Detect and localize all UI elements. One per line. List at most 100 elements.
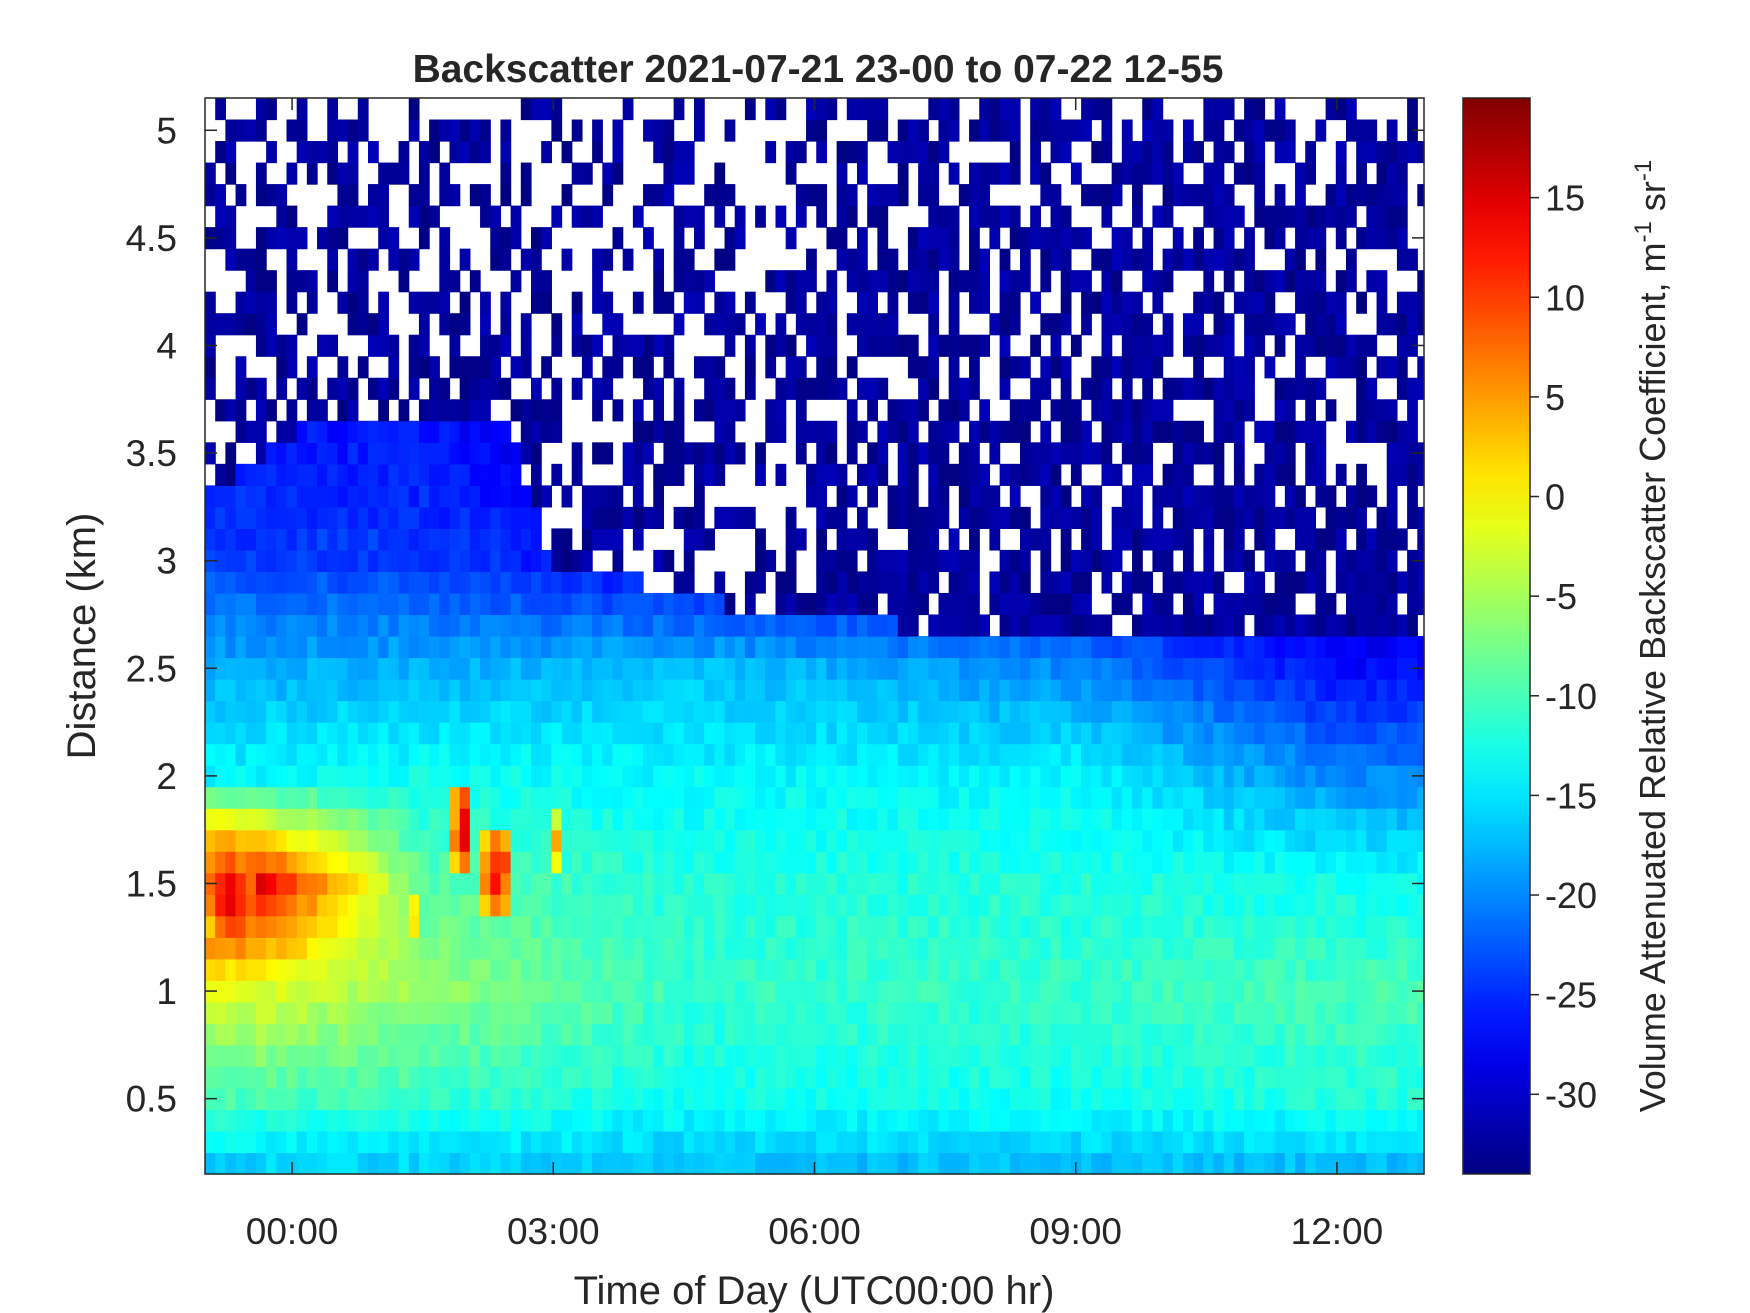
heatmap-cell bbox=[856, 786, 868, 809]
heatmap-cell bbox=[408, 549, 420, 573]
heatmap-cell bbox=[469, 528, 481, 551]
heatmap-cell bbox=[378, 485, 389, 508]
heatmap-cell bbox=[755, 1023, 766, 1046]
heatmap-cell bbox=[449, 1001, 461, 1024]
heatmap-cell bbox=[1386, 506, 1398, 529]
heatmap-cell bbox=[918, 506, 929, 529]
heatmap-cell bbox=[897, 722, 909, 745]
heatmap-cell bbox=[795, 1130, 807, 1154]
heatmap-cell bbox=[347, 636, 359, 659]
heatmap-cell bbox=[1142, 872, 1154, 895]
heatmap-cell bbox=[368, 1066, 379, 1089]
heatmap-cell bbox=[1274, 636, 1286, 659]
heatmap-cell bbox=[704, 657, 715, 680]
heatmap-cell bbox=[235, 1066, 247, 1089]
heatmap-cell bbox=[907, 1109, 919, 1132]
heatmap-cell bbox=[1386, 1109, 1398, 1132]
heatmap-cell bbox=[429, 894, 440, 917]
heatmap-cell bbox=[1203, 958, 1215, 981]
heatmap-cell bbox=[969, 528, 980, 551]
heatmap-cell bbox=[347, 657, 359, 680]
heatmap-cell bbox=[490, 937, 502, 960]
heatmap-cell bbox=[439, 184, 451, 207]
heatmap-cell bbox=[1345, 958, 1357, 981]
heatmap-cell bbox=[867, 958, 878, 981]
heatmap-cell bbox=[1386, 915, 1398, 938]
heatmap-cell bbox=[653, 829, 665, 852]
heatmap-cell bbox=[877, 808, 889, 831]
heatmap-cell bbox=[714, 1066, 726, 1089]
heatmap-cell bbox=[1213, 420, 1225, 443]
heatmap-cell bbox=[1315, 808, 1327, 831]
heatmap-cell bbox=[245, 592, 257, 616]
heatmap-cell bbox=[296, 722, 308, 745]
heatmap-cell bbox=[510, 1152, 522, 1175]
heatmap-cell bbox=[480, 614, 491, 637]
heatmap-cell bbox=[1223, 743, 1235, 766]
heatmap-cell bbox=[398, 141, 410, 164]
heatmap-cell bbox=[969, 549, 980, 573]
heatmap-cell bbox=[836, 980, 848, 1003]
heatmap-cell bbox=[510, 549, 522, 573]
heatmap-cell bbox=[673, 270, 685, 293]
heatmap-cell bbox=[1244, 1087, 1255, 1111]
heatmap-cell bbox=[1142, 1109, 1154, 1132]
heatmap-cell bbox=[296, 786, 308, 809]
heatmap-cell bbox=[683, 571, 695, 594]
heatmap-cell bbox=[826, 98, 838, 121]
heatmap-cell bbox=[520, 636, 532, 659]
heatmap-cell bbox=[1172, 722, 1184, 745]
heatmap-cell bbox=[1152, 743, 1164, 766]
heatmap-cell bbox=[928, 722, 940, 745]
heatmap-cell bbox=[1366, 765, 1378, 788]
heatmap-cell bbox=[622, 786, 634, 809]
heatmap-cell bbox=[897, 786, 909, 809]
heatmap-cell bbox=[1203, 270, 1215, 293]
heatmap-cell bbox=[571, 894, 583, 917]
heatmap-cell bbox=[877, 442, 889, 465]
heatmap-cell bbox=[836, 248, 848, 271]
heatmap-cell bbox=[1121, 571, 1133, 594]
heatmap-cell bbox=[408, 614, 420, 637]
heatmap-cell bbox=[1213, 506, 1225, 529]
heatmap-cell bbox=[418, 571, 430, 594]
heatmap-cell bbox=[215, 636, 226, 659]
heatmap-cell bbox=[826, 765, 838, 788]
heatmap-cell bbox=[531, 1001, 542, 1024]
heatmap-cell bbox=[612, 1044, 624, 1067]
heatmap-cell bbox=[928, 571, 940, 594]
heatmap-cell bbox=[1132, 636, 1143, 659]
heatmap-cell bbox=[867, 485, 878, 508]
heatmap-cell bbox=[571, 377, 583, 400]
heatmap-cell bbox=[408, 765, 420, 788]
heatmap-cell bbox=[398, 420, 410, 443]
heatmap-cell bbox=[1132, 291, 1143, 314]
heatmap-cell bbox=[1040, 958, 1052, 981]
heatmap-cell bbox=[1162, 765, 1174, 788]
heatmap-cell bbox=[1305, 162, 1317, 185]
heatmap-cell bbox=[826, 614, 838, 637]
heatmap-cell bbox=[490, 1130, 502, 1154]
heatmap-cell bbox=[347, 894, 359, 917]
heatmap-cell bbox=[775, 270, 787, 293]
heatmap-cell bbox=[357, 872, 369, 895]
heatmap-cell bbox=[693, 786, 705, 809]
heatmap-cell bbox=[836, 722, 848, 745]
heatmap-cell bbox=[673, 1152, 685, 1175]
heatmap-cell bbox=[928, 1023, 940, 1046]
heatmap-cell bbox=[999, 119, 1011, 142]
heatmap-cell bbox=[1193, 808, 1204, 831]
heatmap-cell bbox=[1091, 872, 1103, 895]
heatmap-cell bbox=[1213, 636, 1225, 659]
heatmap-cell bbox=[643, 915, 654, 938]
heatmap-cell bbox=[378, 657, 389, 680]
heatmap-cell bbox=[683, 657, 695, 680]
heatmap-cell bbox=[816, 98, 828, 121]
heatmap-cell bbox=[551, 636, 563, 659]
heatmap-cell bbox=[1366, 958, 1378, 981]
heatmap-cell bbox=[1101, 270, 1113, 293]
heatmap-cell bbox=[581, 743, 593, 766]
heatmap-cell bbox=[1254, 980, 1266, 1003]
heatmap-cell bbox=[347, 442, 359, 465]
heatmap-cell bbox=[357, 528, 369, 551]
